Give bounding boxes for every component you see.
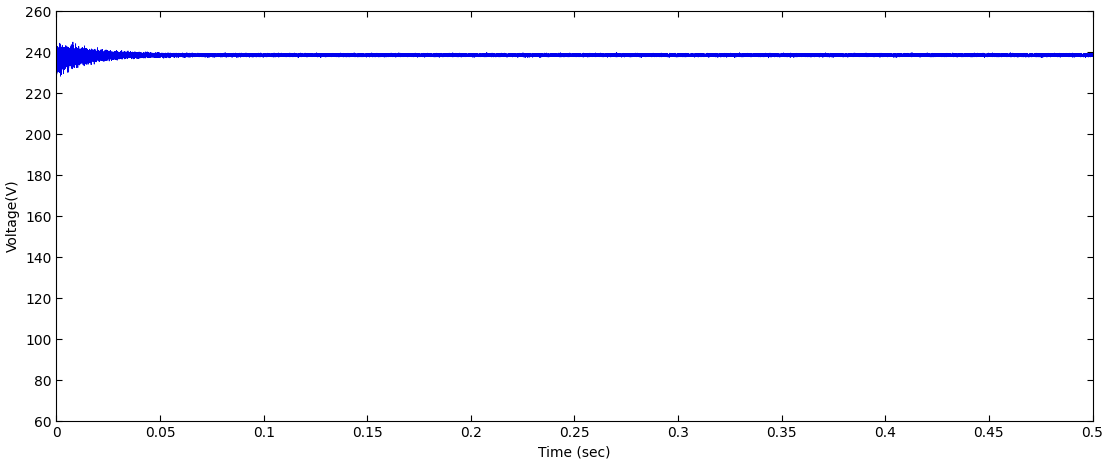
X-axis label: Time (sec): Time (sec) bbox=[538, 445, 611, 459]
Y-axis label: Voltage(V): Voltage(V) bbox=[6, 180, 20, 252]
